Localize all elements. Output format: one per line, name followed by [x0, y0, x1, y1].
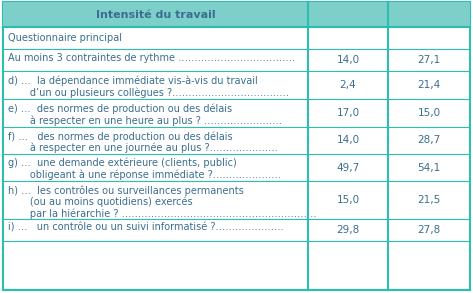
Text: d) …  la dépendance immédiate vis-à-vis du travail: d) … la dépendance immédiate vis-à-vis d… [8, 75, 258, 86]
Text: h) …  les contrôles ou surveillances permanents: h) … les contrôles ou surveillances perm… [8, 185, 244, 195]
Text: 15,0: 15,0 [418, 108, 440, 118]
Text: 21,4: 21,4 [417, 80, 441, 90]
Text: 54,1: 54,1 [417, 163, 441, 173]
Text: i) …   un contrôle ou un suivi informatisé ?…………………: i) … un contrôle ou un suivi informatisé… [8, 223, 284, 233]
Text: 17,0: 17,0 [336, 108, 359, 118]
Bar [3, 2, 470, 27]
Text: 28,7: 28,7 [417, 135, 441, 146]
Text: 14,0: 14,0 [336, 55, 359, 65]
Text: par la hiérarchie ? ……………………………………………………: par la hiérarchie ? …………………………………………………… [8, 208, 316, 219]
Text: à respecter en une heure au plus ? ……………………: à respecter en une heure au plus ? ……………… [8, 115, 282, 126]
Text: f) …   des normes de production ou des délais: f) … des normes de production ou des dél… [8, 131, 233, 142]
Text: Au moins 3 contraintes de rythme ………………………………: Au moins 3 contraintes de rythme …………………… [8, 53, 295, 63]
Text: Questionnaire principal: Questionnaire principal [8, 33, 122, 43]
Text: à respecter en une journée au plus ?…………………: à respecter en une journée au plus ?…………… [8, 143, 278, 153]
Text: 15,0: 15,0 [336, 195, 359, 205]
Text: g) …  une demande extérieure (clients, public): g) … une demande extérieure (clients, pu… [8, 158, 237, 168]
Text: 29,8: 29,8 [336, 225, 359, 235]
Text: 21,5: 21,5 [417, 195, 441, 205]
Text: 49,7: 49,7 [336, 163, 359, 173]
Text: e) …  des normes de production ou des délais: e) … des normes de production ou des dél… [8, 103, 232, 113]
Text: 27,8: 27,8 [417, 225, 441, 235]
Text: (ou au moins quotidiens) exercés: (ou au moins quotidiens) exercés [8, 197, 193, 207]
Text: 2,4: 2,4 [340, 80, 356, 90]
Text: 27,1: 27,1 [417, 55, 441, 65]
Text: 14,0: 14,0 [336, 135, 359, 146]
Text: obligeant à une réponse immédiate ?…………………: obligeant à une réponse immédiate ?……………… [8, 170, 281, 180]
Text: Intensité du travail: Intensité du travail [96, 9, 215, 20]
Text: d’un ou plusieurs collègues ?………………………………: d’un ou plusieurs collègues ?……………………………… [8, 87, 289, 98]
